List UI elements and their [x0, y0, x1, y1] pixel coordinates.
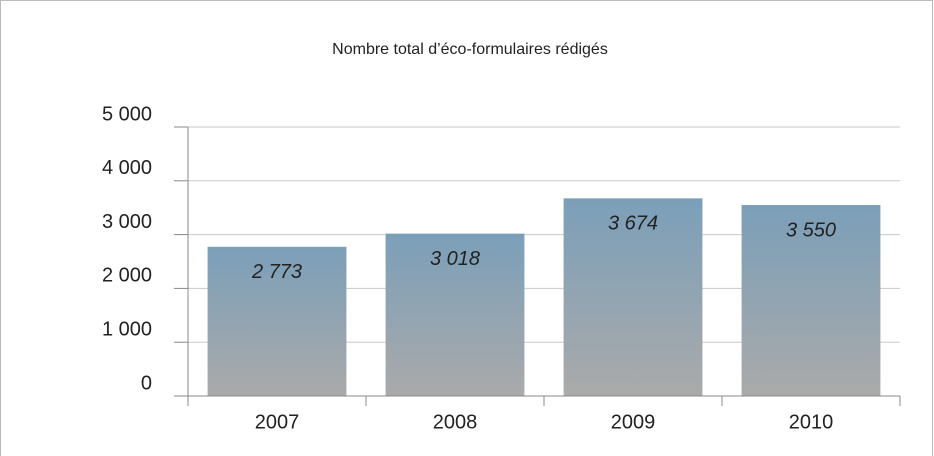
- x-tick-label: 2010: [789, 411, 834, 433]
- bar: [563, 198, 703, 396]
- y-tick-label: 0: [141, 372, 152, 394]
- value-label: 3 674: [608, 213, 658, 235]
- x-tick-label: 2008: [433, 411, 478, 433]
- chart-title: Nombre total d’éco-formulaires rédigés: [332, 41, 608, 58]
- y-tick-label: 1 000: [102, 318, 152, 340]
- bar: [741, 205, 881, 396]
- y-tick-label: 4 000: [102, 157, 152, 179]
- value-label: 2 773: [251, 261, 302, 283]
- y-tick-label: 3 000: [102, 211, 152, 233]
- x-tick-label: 2007: [255, 411, 300, 433]
- y-tick-label: 2 000: [102, 265, 152, 287]
- y-tick-label: 5 000: [102, 103, 152, 125]
- x-tick-label: 2009: [611, 411, 656, 433]
- bar: [385, 233, 525, 396]
- value-label: 3 550: [786, 219, 836, 241]
- bar: [207, 246, 347, 396]
- value-label: 3 018: [430, 248, 480, 270]
